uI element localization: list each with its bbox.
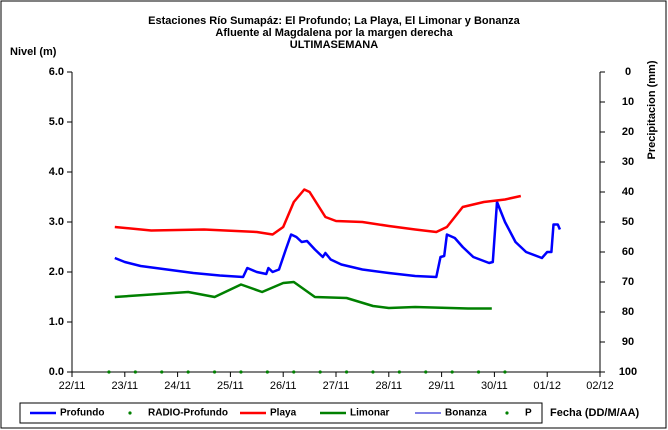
- y2-tick-label: 90: [622, 336, 634, 348]
- data-point: [160, 370, 164, 374]
- data-point: [503, 370, 507, 374]
- chart-subtitle: Afluente al Magdalena por la margen dere…: [215, 27, 453, 39]
- data-point: [292, 370, 296, 374]
- data-point: [107, 370, 111, 374]
- y2-tick-label: 70: [622, 276, 634, 288]
- data-point: [397, 370, 401, 374]
- data-point: [212, 370, 217, 374]
- data-point: [344, 370, 349, 374]
- data-point: [265, 370, 269, 374]
- y-tick-label: 0.0: [49, 366, 64, 378]
- x-axis-label: Fecha (DD/M/AA): [550, 407, 640, 419]
- legend-label: Profundo: [60, 408, 104, 419]
- y2-tick-label: 80: [622, 306, 634, 318]
- data-point: [450, 370, 454, 374]
- x-tick-label: 02/12: [586, 380, 614, 392]
- x-tick-label: 23/11: [111, 380, 138, 392]
- legend-label: Limonar: [350, 408, 390, 419]
- y2-tick-label: 20: [622, 126, 634, 138]
- data-point: [239, 370, 243, 374]
- y-axis-label: Nivel (m): [10, 46, 57, 58]
- y2-tick-label: 40: [622, 186, 634, 198]
- data-point: [133, 370, 137, 374]
- legend-label: RADIO-Profundo: [148, 408, 228, 419]
- x-tick-label: 28/11: [375, 380, 402, 392]
- legend: [19, 402, 543, 424]
- x-tick-label: 29/11: [428, 380, 455, 392]
- y2-tick-label: 0: [625, 66, 631, 78]
- legend-label: Bonanza: [445, 408, 487, 419]
- legend-swatch: [505, 411, 509, 415]
- series-line: [114, 188, 522, 236]
- y2-tick-label: 100: [619, 366, 637, 378]
- x-tick-label: 22/11: [59, 380, 86, 392]
- chart-title: Estaciones Río Sumapáz: El Profundo; La …: [148, 15, 521, 27]
- x-tick-label: 27/11: [323, 380, 350, 392]
- data-point: [371, 370, 375, 374]
- y2-tick-label: 50: [622, 216, 634, 228]
- data-point: [424, 370, 428, 374]
- y-tick-label: 6.0: [49, 66, 64, 78]
- data-point: [476, 370, 481, 374]
- x-tick-label: 30/11: [481, 380, 508, 392]
- data-point: [186, 370, 190, 374]
- y2-tick-label: 60: [622, 246, 634, 258]
- y2-tick-label: 30: [622, 156, 634, 168]
- data-point: [318, 370, 322, 374]
- legend-label: P: [525, 408, 532, 419]
- y2-tick-label: 10: [622, 96, 634, 108]
- legend-label: Playa: [270, 408, 297, 419]
- chart-subtitle: ULTIMASEMANA: [290, 39, 378, 51]
- x-tick-label: 01/12: [533, 380, 561, 392]
- y-tick-label: 1.0: [49, 316, 64, 328]
- x-tick-label: 25/11: [217, 380, 244, 392]
- series-line: [114, 280, 492, 310]
- legend-swatch: [128, 411, 132, 415]
- y-tick-label: 4.0: [49, 166, 64, 178]
- y2-axis-label: Precipitacion (mm): [646, 60, 658, 159]
- x-tick-label: 24/11: [164, 380, 191, 392]
- y-tick-label: 5.0: [49, 116, 64, 128]
- y-tick-label: 3.0: [49, 216, 64, 228]
- x-tick-label: 26/11: [270, 380, 297, 392]
- y-tick-label: 2.0: [49, 266, 64, 278]
- series-line: [114, 200, 562, 279]
